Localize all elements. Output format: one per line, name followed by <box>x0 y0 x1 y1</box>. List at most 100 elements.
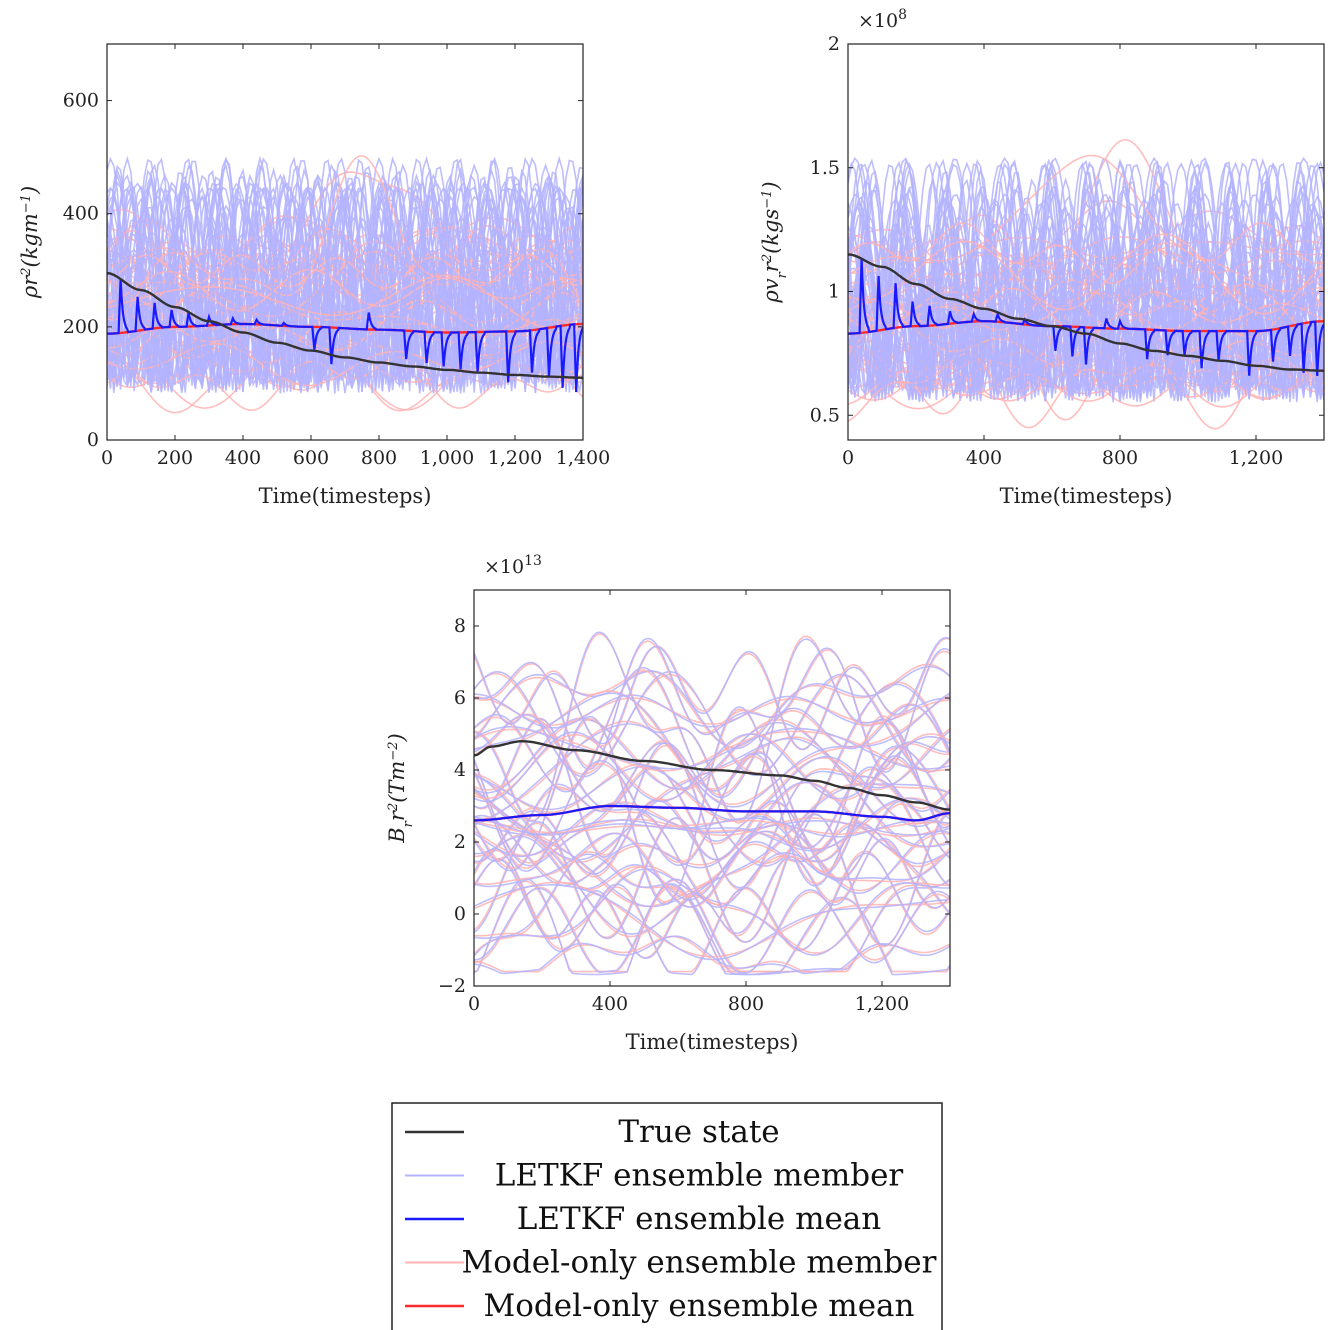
legend-entry-label: Model-only ensemble member <box>462 1245 937 1281</box>
letkf-member-line <box>474 692 950 808</box>
model-only-member-line <box>848 222 1324 285</box>
letkf-member-line <box>474 731 950 803</box>
chart-legend: True state LETKF ensemble member LETKF ens… <box>391 1102 943 1330</box>
x-axis-label: Time(timesteps) <box>1000 484 1173 508</box>
axes-frame <box>106 43 584 441</box>
y-tick-label: 2 <box>454 831 466 853</box>
x-axis-label: Time(timesteps) <box>626 1030 799 1054</box>
model-only-member-line <box>474 732 950 802</box>
y-tick-label: 1.5 <box>810 157 840 179</box>
letkf-member-line <box>848 160 1324 401</box>
x-tick-label: 1,200 <box>1229 447 1283 469</box>
model-only-member-line <box>474 830 950 909</box>
ensemble-members <box>474 631 950 976</box>
x-tick-label: 1,000 <box>420 447 474 469</box>
model-only-member-line <box>848 352 1324 430</box>
plot-area <box>848 139 1324 430</box>
axis-exponent: ×1013 <box>484 553 542 578</box>
y-tick-label: 0 <box>454 903 466 925</box>
letkf-member-line <box>474 714 950 909</box>
model-only-member-line <box>474 765 950 861</box>
letkf-member-line <box>848 182 1324 400</box>
letkf-member-line <box>107 194 583 391</box>
letkf-member-line <box>474 631 950 829</box>
model-only-member-line <box>107 250 583 306</box>
letkf-member-line <box>474 830 950 908</box>
y-tick-label: 0 <box>87 429 99 451</box>
x-tick-label: 200 <box>157 447 193 469</box>
letkf-member-line <box>107 214 583 394</box>
model-only-member-line <box>474 935 950 973</box>
x-tick-label: 400 <box>225 447 261 469</box>
model-only-member-line <box>107 341 583 387</box>
letkf-member-line <box>474 868 950 956</box>
ensemble-members <box>848 139 1324 430</box>
letkf-member-line <box>474 799 950 882</box>
letkf-member-line <box>474 752 950 876</box>
y-tick-label: 4 <box>454 759 466 781</box>
letkf-member-line <box>474 877 950 976</box>
legend-entry-label: LETKF ensemble mean <box>517 1201 882 1237</box>
letkf-mean-line <box>107 279 583 393</box>
x-tick-label: 0 <box>842 447 854 469</box>
y-axis-label: ρvrr2(kgs−1) <box>759 181 790 303</box>
legend-entry-label: LETKF ensemble member <box>495 1158 904 1194</box>
y-tick-label: 0.5 <box>810 404 840 426</box>
y-tick-label: 600 <box>63 90 99 112</box>
letkf-member-line <box>107 204 583 394</box>
true-state-line <box>848 253 1324 372</box>
magnetic-field-chart: 0 400 800 1,200−202468×1013Time(timesteps)B… <box>385 553 951 1054</box>
x-tick-label: 1,200 <box>855 993 909 1015</box>
x-tick-label: 1,400 <box>556 447 610 469</box>
ensemble-members <box>107 154 583 414</box>
legend-entry-label: True state <box>618 1114 779 1150</box>
model-only-member-line <box>107 240 583 350</box>
velocity-chart: 0 400 800 1,200 0.5 1 1.5 2 ×108 Time(timesteps) ρ… <box>759 7 1325 508</box>
letkf-member-line <box>474 706 950 906</box>
y-tick-label: 200 <box>63 316 99 338</box>
letkf-member-line <box>107 156 583 393</box>
model-only-member-line <box>848 364 1324 408</box>
letkf-mean-line <box>474 804 950 822</box>
plot-area <box>474 631 950 976</box>
density-chart: 0 200 400 600 800 1,000 1,200 1,400 0 200 400 600 Ti… <box>18 43 610 508</box>
letkf-member-line <box>848 224 1324 402</box>
axes-frame <box>847 43 1325 441</box>
axes-frame <box>473 589 951 987</box>
letkf-member-line <box>474 636 950 751</box>
model-only-member-line <box>474 728 950 772</box>
letkf-member-line <box>474 666 950 799</box>
model-only-member-line <box>107 154 583 321</box>
y-axis-label: ρr2(kgm−1) <box>18 186 42 299</box>
x-tick-label: 800 <box>361 447 397 469</box>
model-only-member-line <box>474 878 950 973</box>
true-state-line <box>107 271 583 379</box>
model-only-member-line <box>474 817 950 892</box>
x-tick-label: 1,200 <box>488 447 542 469</box>
model-only-member-line <box>848 329 1324 421</box>
letkf-member-line <box>848 306 1324 402</box>
y-tick-label: −2 <box>438 975 466 997</box>
y-tick-label: 8 <box>454 615 466 637</box>
letkf-member-line <box>474 853 950 976</box>
axis-exponent: ×108 <box>858 7 907 32</box>
x-tick-label: 400 <box>966 447 1002 469</box>
letkf-member-line <box>474 637 950 773</box>
legend-entry-label: Model-only ensemble mean <box>483 1288 914 1324</box>
letkf-mean-line <box>848 258 1324 376</box>
letkf-member-line <box>474 878 950 974</box>
model-only-member-line <box>474 797 950 857</box>
y-tick-label: 1 <box>828 281 840 303</box>
x-axis-label: Time(timesteps) <box>259 484 432 508</box>
true-state-line <box>474 739 950 811</box>
x-tick-label: 0 <box>101 447 113 469</box>
x-tick-label: 400 <box>592 993 628 1015</box>
x-tick-label: 800 <box>1102 447 1138 469</box>
plot-area <box>107 154 583 414</box>
letkf-member-line <box>474 935 950 975</box>
x-tick-label: 600 <box>293 447 329 469</box>
model-only-member-line <box>474 850 950 973</box>
model-only-member-line <box>474 849 950 973</box>
y-axis-label: Brr2(Tm−2) <box>385 733 416 843</box>
